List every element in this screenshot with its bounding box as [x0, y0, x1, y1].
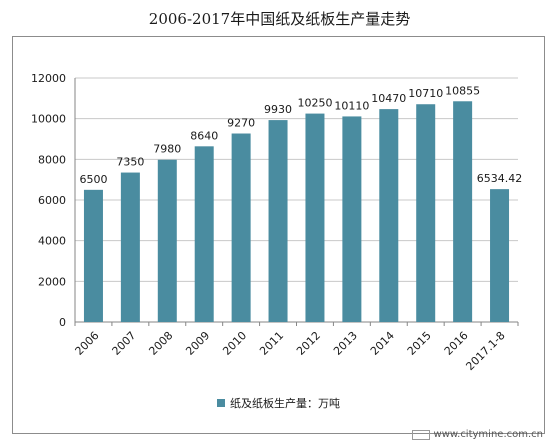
- legend-swatch: [217, 399, 225, 407]
- x-tick-label: 2010: [220, 329, 249, 358]
- data-label: 10470: [371, 92, 406, 105]
- x-tick-label: 2006: [73, 329, 102, 358]
- x-tick-label: 2008: [146, 329, 175, 358]
- data-label: 8640: [190, 129, 218, 142]
- data-label: 10710: [408, 87, 443, 100]
- x-tick-label: 2009: [183, 329, 212, 358]
- data-label: 10250: [297, 97, 332, 110]
- x-tick-label: 2017.1-8: [463, 329, 507, 373]
- legend-label: 纸及纸板生产量：万吨: [230, 396, 340, 410]
- x-tick-label: 2012: [294, 329, 323, 358]
- y-tick-label: 12000: [31, 72, 66, 85]
- bar: [305, 113, 325, 322]
- bar: [83, 189, 103, 322]
- data-label: 6500: [79, 173, 107, 186]
- watermark: www.citymine.com.cn: [411, 429, 543, 440]
- y-tick-label: 0: [59, 316, 66, 329]
- data-label: 10110: [334, 99, 369, 112]
- chart-title: 2006-2017年中国纸及纸板生产量走势: [148, 10, 411, 28]
- x-tick-label: 2013: [331, 329, 360, 358]
- bar: [379, 109, 399, 322]
- y-tick-label: 4000: [38, 235, 66, 248]
- data-label: 7980: [153, 143, 181, 156]
- y-tick-label: 2000: [38, 275, 66, 288]
- data-label: 6534.42: [477, 172, 523, 185]
- bar: [194, 146, 214, 322]
- bar: [231, 133, 251, 322]
- y-tick-label: 10000: [31, 113, 66, 126]
- bar: [120, 172, 140, 322]
- data-label: 9930: [264, 103, 292, 116]
- data-label: 10855: [445, 84, 480, 97]
- x-tick-label: 2015: [405, 329, 434, 358]
- bar: [490, 189, 510, 322]
- x-tick-label: 2011: [257, 329, 286, 358]
- x-tick-label: 2007: [110, 329, 139, 358]
- x-tick-label: 2014: [368, 329, 397, 358]
- data-label: 7350: [116, 156, 144, 169]
- watermark-text: www.citymine.com.cn: [433, 429, 543, 440]
- chart-frame: [12, 36, 545, 434]
- bar: [157, 159, 177, 322]
- x-tick-label: 2016: [442, 329, 471, 358]
- y-tick-label: 6000: [38, 194, 66, 207]
- bar: [268, 120, 288, 322]
- y-tick-label: 8000: [38, 153, 66, 166]
- watermark-logo-icon: [411, 429, 430, 440]
- bar: [416, 104, 436, 322]
- data-label: 9270: [227, 117, 255, 130]
- bar: [453, 101, 473, 322]
- bar: [342, 116, 362, 323]
